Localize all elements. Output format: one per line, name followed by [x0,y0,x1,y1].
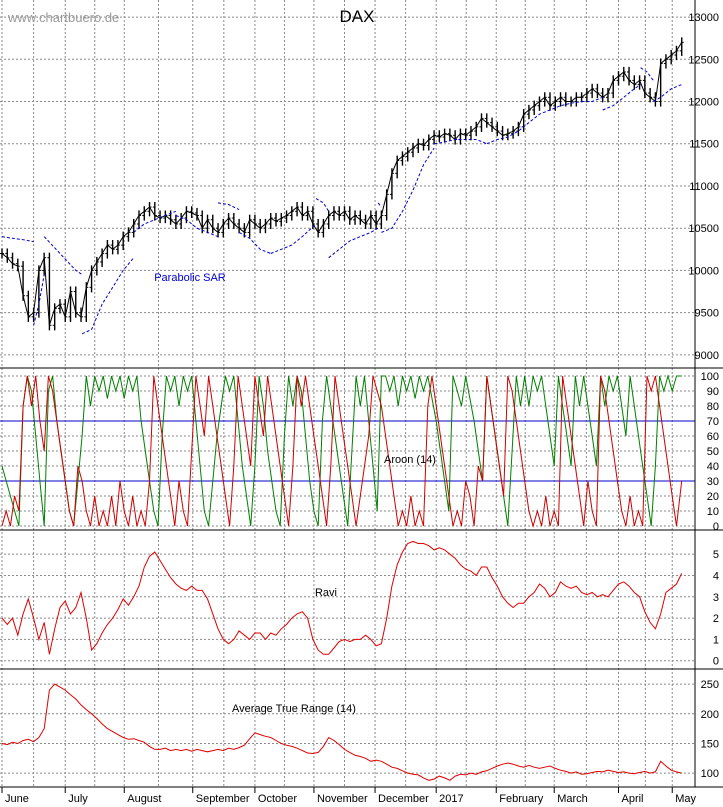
series-line [1,540,683,655]
x-tick-label: November [317,793,368,805]
parabolic-sar-segment [377,202,382,208]
y-tick-label: 9500 [695,308,719,320]
y-tick-label: 40 [707,461,719,473]
y-tick-label: 150 [701,738,719,750]
y-tick-label: 13000 [688,12,719,24]
y-tick-label: 4 [713,570,719,582]
y-tick-label: 10000 [688,265,719,277]
y-tick-label: 3 [713,592,719,604]
y-tick-label: 11500 [689,139,719,151]
parabolic-sar-segment [486,96,603,145]
price-line [1,42,683,326]
y-tick-label: 30 [707,476,719,488]
y-tick-label: 100 [701,768,719,780]
y-tick-label: 250 [701,679,719,691]
watermark: www.chartbuero.de [7,10,119,25]
y-tick-label: 10500 [688,223,719,235]
parabolic-sar-segment [602,84,641,111]
x-tick-label: September [196,793,250,805]
parabolic-sar-segment [175,215,219,238]
parabolic-sar-segment [653,84,682,102]
parabolic-sar-segment [640,67,654,81]
parabolic-sar-segment [238,231,271,254]
y-tick-label: 200 [701,709,719,721]
parabolic-sar-segment [270,223,317,254]
y-tick-label: 12500 [688,54,719,66]
y-tick-label: 9000 [695,350,719,362]
y-tick-label: 50 [707,446,719,458]
parabolic-sar-segment [1,236,34,243]
x-tick-label: March [557,793,588,805]
parabolic-sar-segment [434,139,487,145]
y-tick-label: 90 [707,386,719,398]
x-tick-label: May [675,793,696,805]
panel-title: Ravi [315,587,337,599]
x-tick-label: July [68,793,88,805]
panel-title: Aroon (14) [384,454,436,466]
y-tick-label: 100 [701,371,719,383]
x-tick-label: April [622,793,644,805]
x-tick-label: February [499,793,544,805]
y-tick-label: 12000 [688,97,719,109]
y-tick-label: 60 [707,431,719,443]
x-tick-label: August [127,793,161,805]
y-tick-label: 0 [713,656,719,668]
parabolic-sar-segment [81,257,135,335]
y-tick-label: 0 [713,521,719,533]
y-tick-label: 11000 [689,181,719,193]
parabolic-sar-label: Parabolic SAR [154,272,226,284]
x-tick-label: 2017 [439,793,463,805]
chart-title: DAX [340,7,375,26]
parabolic-sar-segment [381,147,435,233]
y-tick-label: 5 [713,549,719,561]
y-tick-label: 20 [707,491,719,503]
y-tick-label: 70 [707,416,719,428]
x-tick-label: October [258,793,297,805]
y-tick-label: 1 [713,634,719,646]
parabolic-sar-segment [315,198,330,212]
parabolic-sar-segment [328,227,379,259]
series-line [1,683,682,781]
x-tick-label: June [5,793,29,805]
parabolic-sar-segment [43,236,83,276]
parabolic-sar-segment [33,274,45,326]
panel-title: Average True Range (14) [232,703,356,715]
parabolic-sar-segment [217,202,240,211]
series-line [1,374,682,527]
y-tick-label: 2 [713,613,719,625]
y-tick-label: 80 [707,401,719,413]
x-tick-label: December [378,793,429,805]
series-line [1,375,683,528]
y-tick-label: 10 [707,506,719,518]
